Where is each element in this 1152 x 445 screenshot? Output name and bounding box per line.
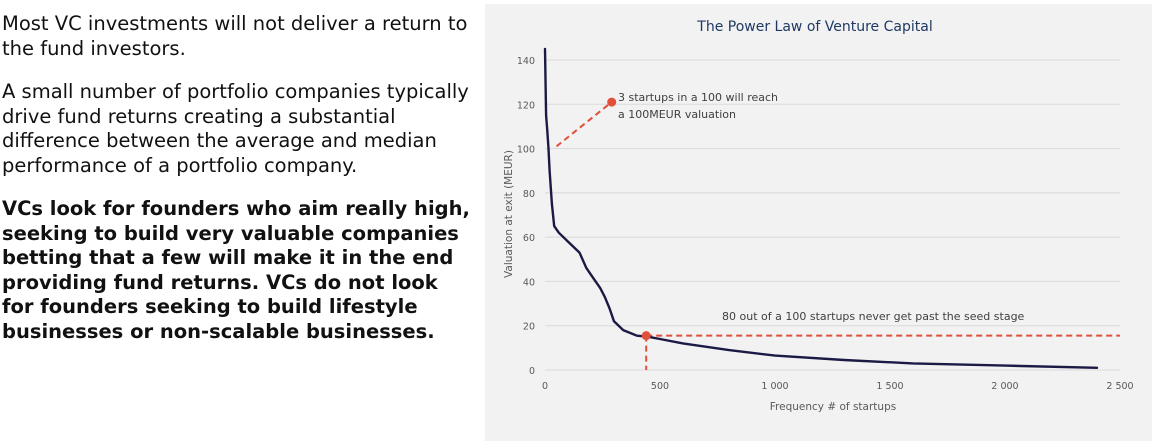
y-tick-label: 20 — [523, 322, 535, 333]
annotation-top-line-1: 3 startups in a 100 will reach — [618, 91, 778, 104]
paragraph-returns: Most VC investments will not deliver a r… — [2, 12, 468, 60]
annotation-seed-stage: 80 out of a 100 startups never get past … — [722, 310, 1025, 323]
x-axis-label: Frequency # of startups — [770, 401, 896, 413]
y-tick-label: 60 — [523, 233, 535, 244]
tick-labels: 0 20 40 60 80 100 120 140 0 500 1 000 1 500 2 000 2 5… — [517, 56, 1134, 392]
y-tick-label: 0 — [529, 366, 535, 377]
paragraph-founders: VCs look for founders who aim really hig… — [2, 197, 470, 343]
marker-layer — [607, 97, 651, 341]
x-tick-label: 1 000 — [761, 381, 788, 392]
power-law-chart: The Power Law of Venture Capital Valuati… — [503, 19, 1134, 413]
x-tick-label: 0 — [542, 381, 548, 392]
annotation-seed-marker — [641, 331, 651, 341]
annotation-top-line-2: a 100MEUR valuation — [618, 108, 736, 121]
annotation-top-leader — [555, 101, 613, 148]
x-tick-label: 2 000 — [991, 381, 1018, 392]
y-tick-label: 120 — [517, 100, 535, 111]
series-line-0 — [543, 47, 1099, 369]
y-tick-label: 140 — [517, 56, 535, 67]
y-tick-label: 80 — [523, 189, 535, 200]
y-axis-label: Valuation at exit (MEUR) — [503, 150, 515, 278]
y-tick-label: 40 — [523, 277, 535, 288]
series-layer — [543, 47, 1099, 369]
annotations — [555, 101, 1120, 370]
x-tick-label: 500 — [651, 381, 669, 392]
paragraph-portfolio: A small number of portfolio companies ty… — [2, 80, 469, 177]
chart-panel: The Power Law of Venture Capital Valuati… — [485, 4, 1152, 441]
x-tick-label: 2 500 — [1106, 381, 1133, 392]
chart-title: The Power Law of Venture Capital — [696, 19, 932, 35]
x-tick-label: 1 500 — [876, 381, 903, 392]
y-tick-label: 100 — [517, 145, 535, 156]
annotation-top-marker — [607, 97, 617, 107]
gridlines — [545, 59, 1120, 371]
intro-text: Most VC investments will not deliver a r… — [2, 12, 472, 344]
